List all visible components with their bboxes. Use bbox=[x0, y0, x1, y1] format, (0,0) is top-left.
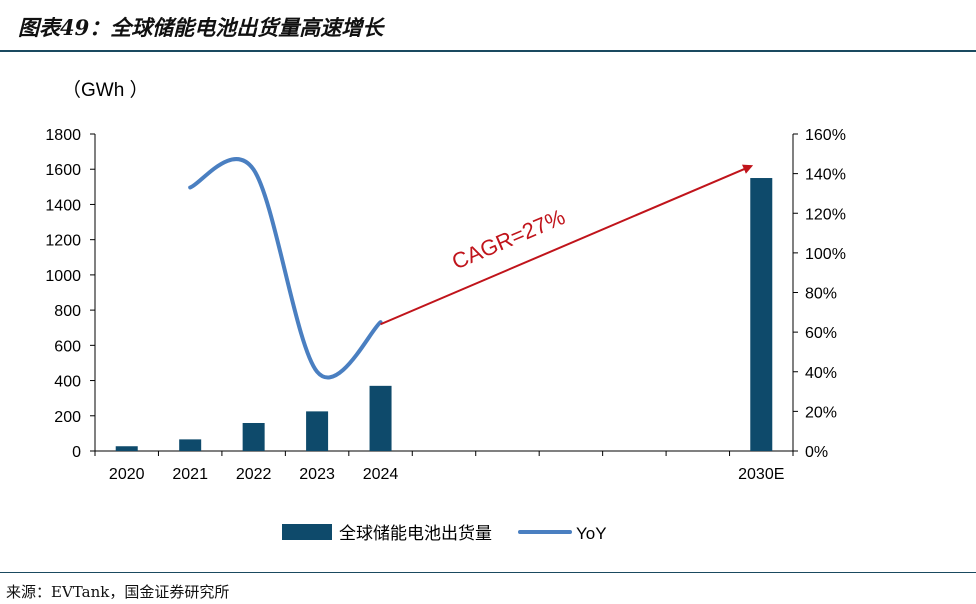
legend-label-line: YoY bbox=[576, 524, 607, 543]
x-tick-label: 2022 bbox=[236, 466, 272, 483]
footer-divider bbox=[0, 572, 976, 573]
x-tick-label: 2024 bbox=[363, 466, 399, 483]
x-tick-label: 2020 bbox=[109, 466, 145, 483]
bar-2022 bbox=[242, 422, 265, 451]
x-tick-label: 2030E bbox=[738, 466, 784, 483]
x-tick-label: 2023 bbox=[299, 466, 335, 483]
yoy-line-path bbox=[188, 157, 383, 380]
right-tick-label: 80% bbox=[805, 286, 837, 303]
left-tick-label: 400 bbox=[54, 374, 81, 391]
right-axis: 0% 20% 40% 60% 80% 100% 120% 140% 160% bbox=[792, 127, 846, 461]
bar-2024 bbox=[369, 385, 392, 451]
cagr-annotation: CAGR=27% bbox=[380, 164, 754, 326]
legend-swatch-bar bbox=[282, 524, 332, 540]
left-axis: 0 200 400 600 800 1000 1200 1400 1600 1800 bbox=[45, 127, 96, 461]
left-tick-label: 1200 bbox=[45, 233, 81, 250]
bar-series bbox=[115, 178, 773, 451]
right-tick-label: 160% bbox=[805, 127, 846, 144]
left-tick-label: 1600 bbox=[45, 162, 81, 179]
cagr-arrow bbox=[380, 164, 754, 326]
left-tick-label: 1800 bbox=[45, 127, 81, 144]
bar-2030E bbox=[750, 178, 773, 451]
source-note: 来源：EVTank，国金证券研究所 bbox=[6, 583, 230, 601]
bar-2021 bbox=[179, 439, 202, 451]
bar-2023 bbox=[306, 411, 329, 451]
right-tick-label: 40% bbox=[805, 365, 837, 382]
legend: 全球储能电池出货量 YoY bbox=[282, 524, 607, 543]
x-tick-label: 2021 bbox=[172, 466, 208, 483]
right-tick-label: 140% bbox=[805, 167, 846, 184]
left-tick-label: 200 bbox=[54, 409, 81, 426]
left-tick-label: 0 bbox=[72, 444, 81, 461]
left-tick-label: 600 bbox=[54, 338, 81, 355]
right-tick-label: 0% bbox=[805, 444, 828, 461]
left-tick-label: 1000 bbox=[45, 268, 81, 285]
figure-title: 图表49：全球储能电池出货量高速增长 bbox=[18, 15, 384, 40]
x-axis: 2020 2021 2022 2023 2024 2030E bbox=[94, 450, 794, 483]
right-tick-label: 60% bbox=[805, 325, 837, 342]
y-axis-unit-label: （GWh ） bbox=[62, 79, 149, 101]
bar-2020 bbox=[115, 446, 138, 451]
yoy-line-series bbox=[188, 157, 383, 380]
right-tick-label: 120% bbox=[805, 206, 846, 223]
right-tick-label: 100% bbox=[805, 246, 846, 263]
right-tick-label: 20% bbox=[805, 404, 837, 421]
title-divider bbox=[0, 50, 976, 52]
left-tick-label: 1400 bbox=[45, 197, 81, 214]
cagr-label: CAGR=27% bbox=[448, 204, 569, 274]
left-tick-label: 800 bbox=[54, 303, 81, 320]
legend-label-bar: 全球储能电池出货量 bbox=[339, 524, 492, 543]
